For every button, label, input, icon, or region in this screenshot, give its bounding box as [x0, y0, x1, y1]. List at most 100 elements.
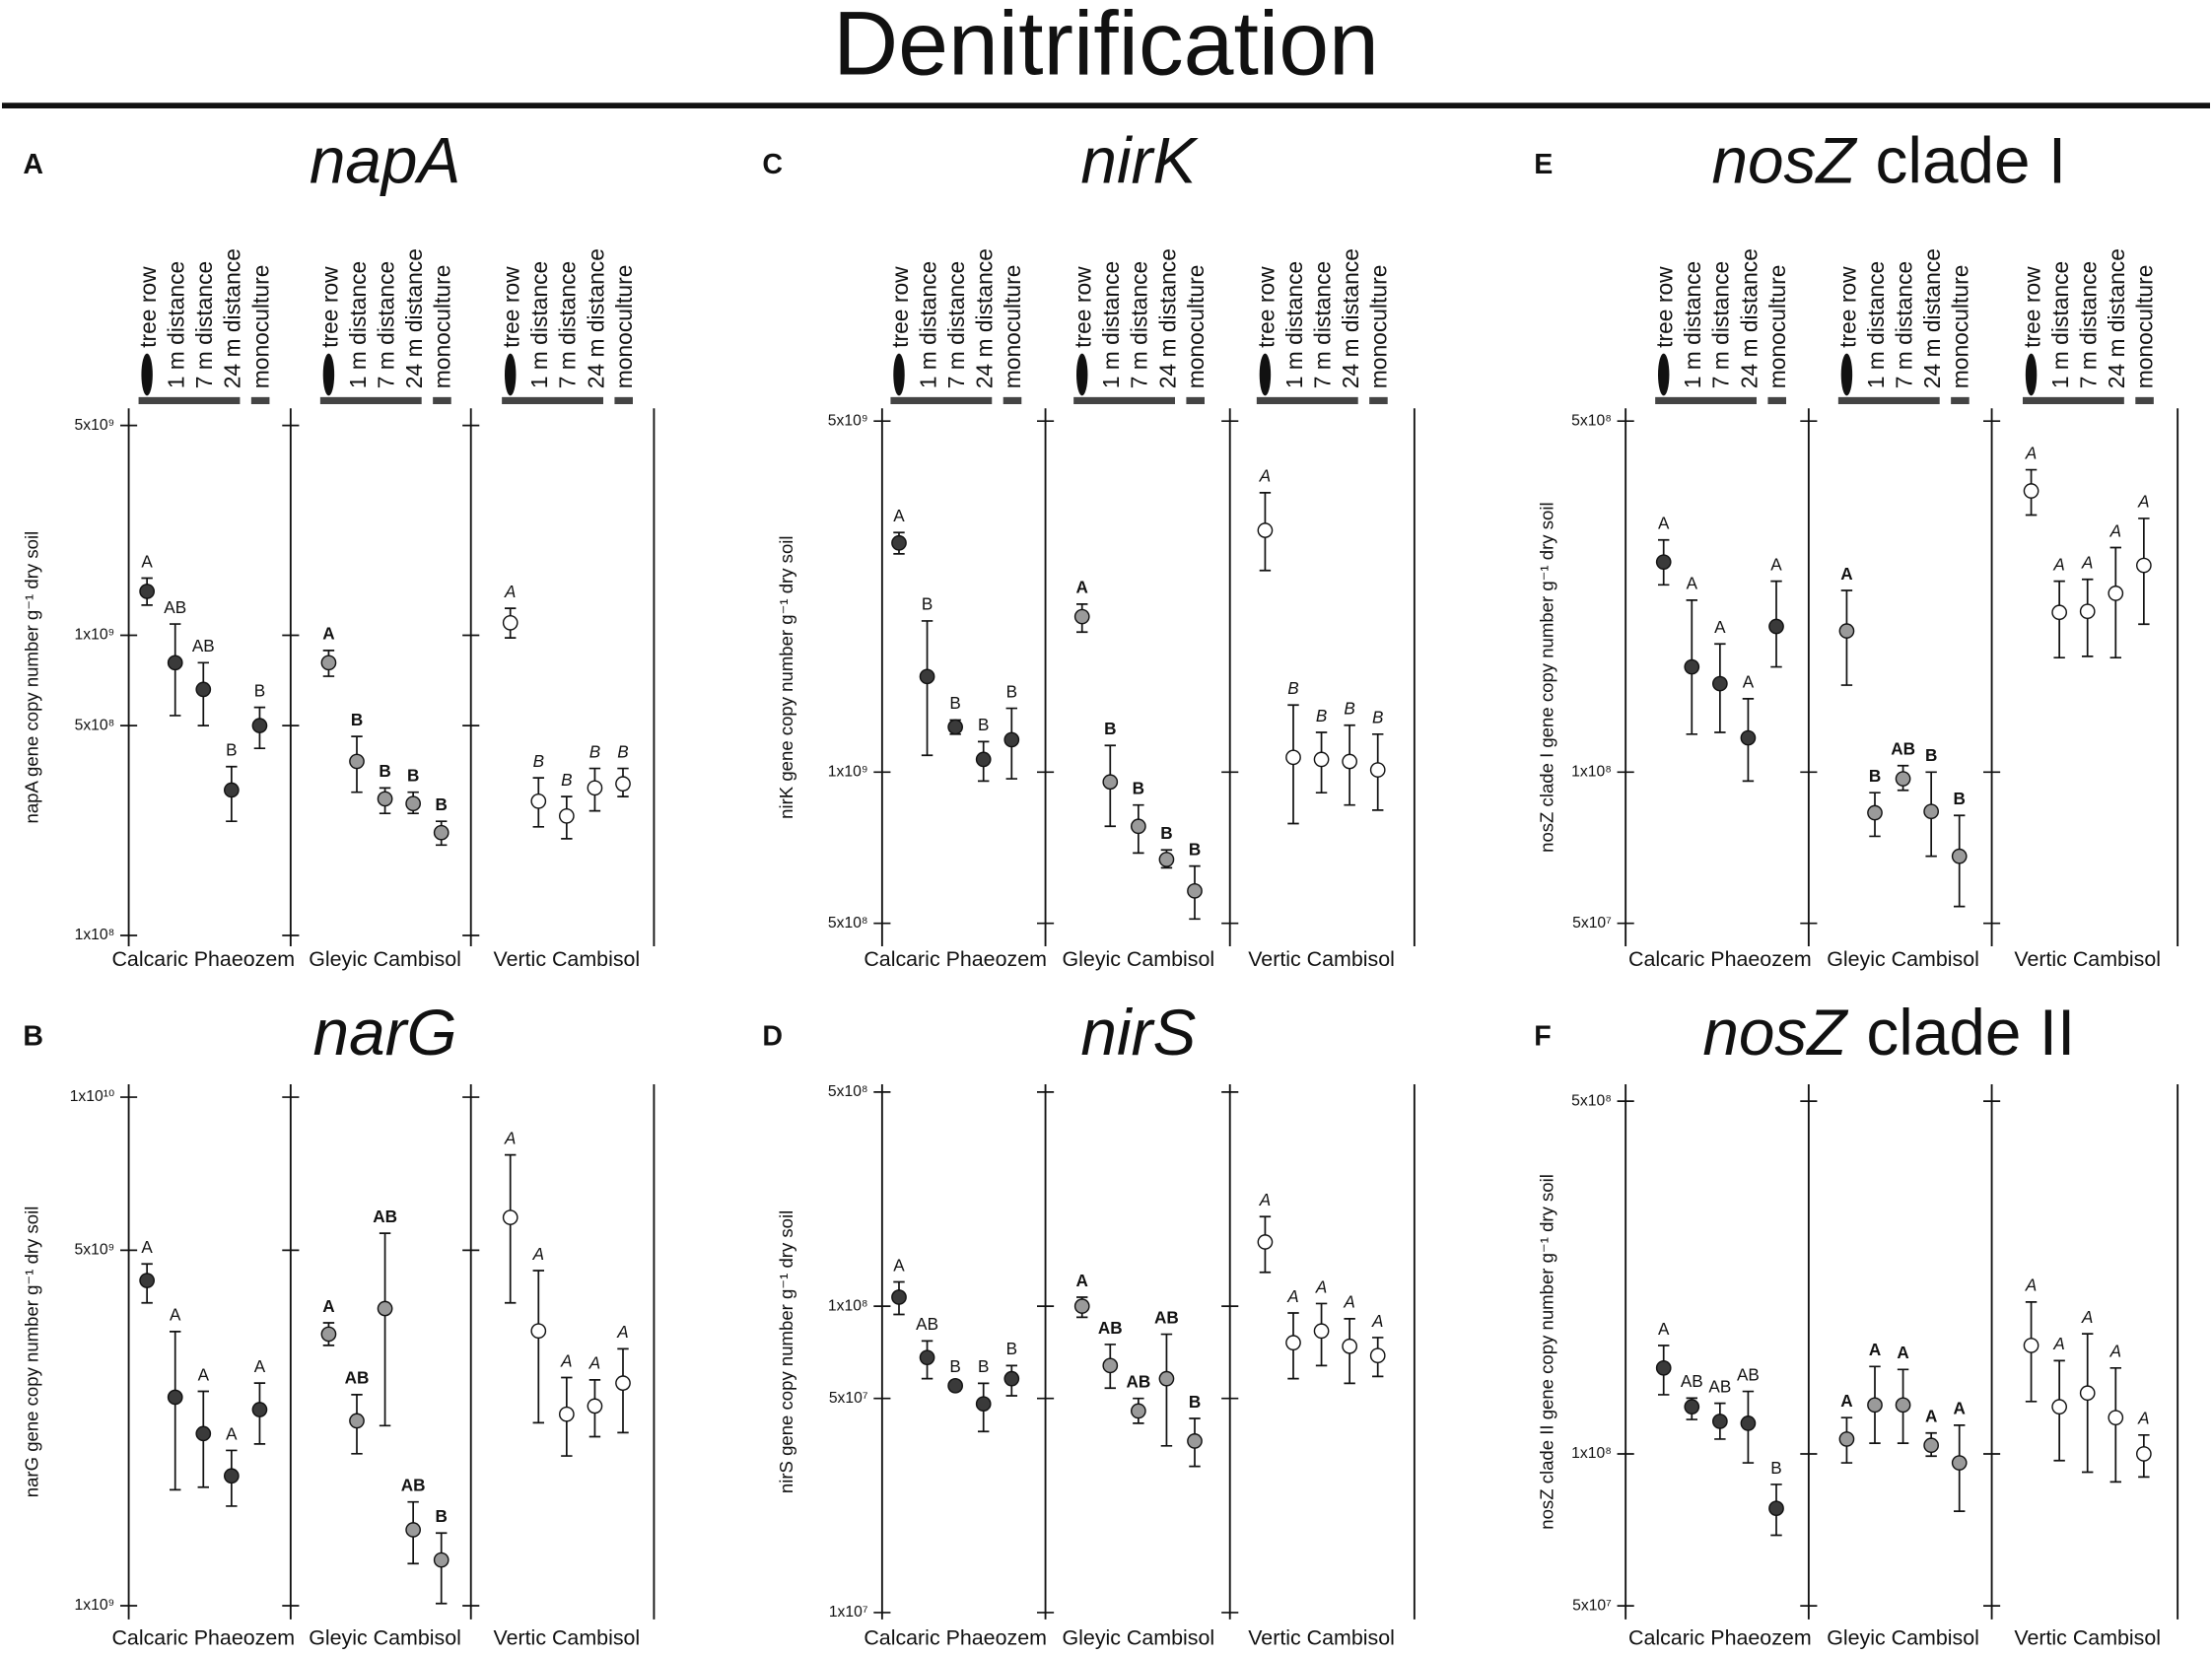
mean-point [2079, 603, 2096, 620]
significance-letter: A [170, 1305, 181, 1325]
error-bar [1160, 1333, 1173, 1447]
mean-point [1158, 1370, 1175, 1387]
mean-point [1158, 852, 1175, 867]
significance-letter: A [2109, 1342, 2121, 1361]
error-bar [2109, 546, 2121, 659]
significance-letter: B [1189, 839, 1201, 859]
mean-point [1257, 522, 1274, 538]
mean-point [1369, 1347, 1386, 1364]
mean-point [1285, 749, 1301, 766]
significance-letter: A [2081, 1307, 2093, 1327]
mean-point [2079, 1385, 2096, 1402]
mean-point [1073, 608, 1090, 625]
treatment-label: 1 m distance [915, 261, 940, 389]
mean-point [1313, 1323, 1330, 1340]
y-tick-label: 5x10⁷ [1572, 915, 1612, 932]
mean-point [1131, 1403, 1146, 1419]
significance-letter: B [254, 680, 265, 700]
treatment-bar [1767, 396, 1786, 404]
tree-icon [1840, 353, 1853, 396]
mean-point [502, 614, 518, 631]
panel-title: napA [310, 125, 460, 197]
panel-title-suffix: clade I [1876, 125, 2067, 197]
treatment-label: 1 m distance [345, 261, 371, 389]
significance-letter: A [504, 582, 516, 601]
y-axis-label: nosZ clade I gene copy number g⁻¹ dry so… [1536, 502, 1556, 852]
mean-point [1655, 1359, 1672, 1376]
treatment-label: tree row [1834, 266, 1860, 348]
treatment-bar [890, 396, 993, 404]
mean-point [1187, 882, 1203, 899]
panel-title-suffix: clade II [1866, 997, 2075, 1069]
treatment-bar [319, 396, 422, 404]
treatment-label: tree row [1071, 266, 1096, 348]
significance-letter: A [1259, 1190, 1271, 1209]
y-tick-label: 5x10⁹ [828, 412, 868, 429]
treatment-label: 24 m distance [1919, 248, 1945, 388]
significance-letter: B [533, 751, 544, 771]
significance-letter: B [407, 766, 419, 786]
mean-point [2136, 557, 2152, 574]
treatment-label: tree row [1652, 266, 1678, 348]
mean-point [919, 668, 935, 685]
y-tick-label: 1x10⁹ [75, 1597, 115, 1614]
tree-icon [893, 353, 905, 396]
y-tick-label: 5x10⁷ [829, 1390, 868, 1407]
tree-icon [322, 353, 335, 396]
significance-letter: A [893, 1255, 905, 1275]
treatment-label: monoculture [430, 265, 455, 389]
significance-letter: AB [192, 636, 215, 656]
mean-point [1313, 751, 1330, 768]
significance-letter: A [1076, 1271, 1088, 1290]
panel-letter: A [23, 149, 43, 180]
panel-title-gene: nosZ [1702, 997, 1848, 1069]
mean-point [1684, 658, 1700, 675]
group-label: Calcaric Phaeozem [111, 947, 295, 971]
figure-title: Denitrification [833, 0, 1379, 95]
mean-point [223, 1468, 240, 1484]
mean-point [1712, 675, 1728, 692]
treatment-label: 7 m distance [373, 261, 398, 389]
treatment-label: 7 m distance [943, 261, 969, 389]
group-label: Vertic Cambisol [1248, 1626, 1395, 1650]
mean-point [1867, 804, 1883, 821]
y-tick-label: 1x10⁹ [75, 627, 115, 644]
significance-letter: AB [1681, 1371, 1703, 1391]
mean-point [1838, 1431, 1855, 1447]
significance-letter: B [1189, 1392, 1201, 1412]
significance-letter: A [198, 1364, 210, 1384]
significance-letter: B [379, 761, 390, 781]
mean-point [587, 780, 603, 796]
significance-letter: A [532, 1244, 544, 1264]
significance-letter: A [1315, 1276, 1327, 1296]
mean-point [1655, 554, 1672, 571]
mean-point [1768, 1500, 1784, 1517]
treatment-label: tree row [1253, 266, 1279, 348]
significance-letter: B [226, 740, 237, 760]
treatment-label: 24 m distance [972, 248, 998, 388]
significance-letter: AB [1708, 1376, 1731, 1396]
mean-point [223, 782, 240, 798]
group-label: Gleyic Cambisol [1063, 947, 1215, 971]
group-label: Vertic Cambisol [2014, 947, 2161, 971]
significance-letter: A [2052, 554, 2064, 574]
mean-point [1684, 1399, 1700, 1415]
treatment-bar [1073, 396, 1175, 404]
significance-letter: A [141, 1237, 153, 1257]
tree-icon [505, 353, 517, 396]
significance-letter: A [2109, 520, 2121, 540]
treatment-label: tree row [2019, 266, 2044, 348]
significance-letter: A [2025, 1276, 2037, 1295]
significance-letter: B [617, 741, 628, 761]
mean-point [947, 719, 963, 735]
error-bar [532, 1270, 544, 1424]
y-tick-label: 1x10⁹ [828, 763, 868, 780]
treatment-label: monoculture [1764, 265, 1790, 389]
group-label: Gleyic Cambisol [309, 947, 461, 971]
significance-letter: A [1897, 1343, 1908, 1362]
mean-point [891, 1289, 907, 1305]
significance-letter: B [949, 1356, 960, 1376]
error-bar [435, 1532, 448, 1605]
treatment-label: monoculture [1000, 265, 1025, 389]
